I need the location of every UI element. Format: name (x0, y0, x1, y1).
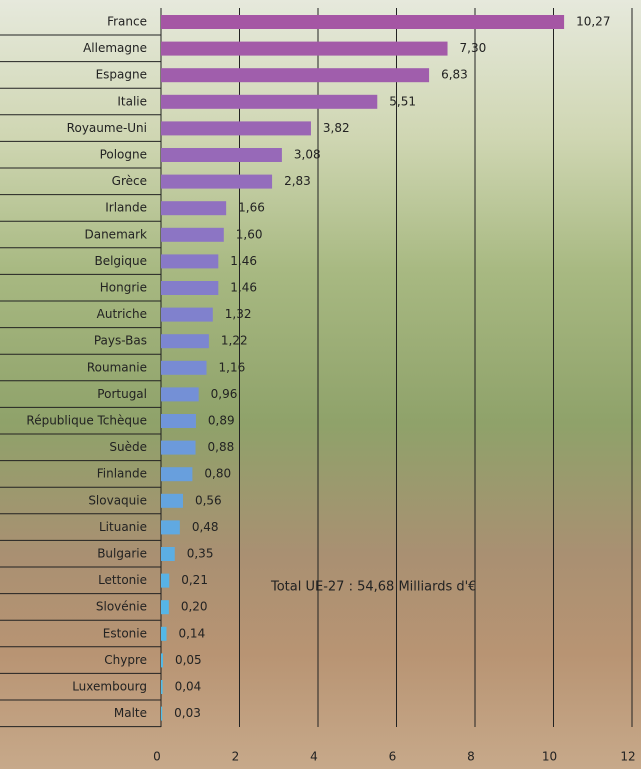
annotation: Total UE-27 : 54,68 Milliards d'€ (270, 580, 476, 595)
category-label: Luxembourg (72, 680, 147, 694)
bar (161, 307, 213, 322)
bar (161, 360, 207, 375)
category-label: Danemark (84, 227, 147, 241)
category-label: Bulgarie (97, 547, 147, 561)
category-label: Allemagne (83, 41, 147, 55)
category-label: Finlande (97, 467, 147, 481)
category-label: Pays-Bas (94, 334, 147, 348)
value-label: 0,14 (178, 626, 205, 640)
value-label: 0,35 (187, 547, 214, 561)
bar (161, 15, 565, 29)
value-label: 1,66 (238, 201, 265, 215)
bar (161, 414, 196, 428)
value-label: 1,46 (230, 281, 257, 295)
bar (161, 573, 170, 588)
category-label: Suède (109, 440, 147, 454)
bar (161, 227, 224, 242)
bar (161, 653, 163, 668)
value-label: 0,03 (174, 706, 201, 720)
bar (161, 600, 169, 615)
value-label: 1,32 (225, 307, 252, 321)
category-label: Lettonie (98, 573, 147, 587)
category-label: Slovaquie (88, 493, 147, 507)
category-label: Roumanie (87, 360, 147, 374)
bar (161, 706, 163, 721)
category-label: Irlande (105, 201, 147, 215)
category-label: Hongrie (100, 281, 147, 295)
category-label: Malte (114, 706, 147, 720)
category-label: Espagne (96, 68, 147, 82)
value-label: 7,30 (460, 41, 487, 55)
category-label: Belgique (94, 254, 147, 268)
value-label: 3,08 (294, 148, 321, 162)
value-label: 1,46 (230, 254, 257, 268)
bar (161, 626, 167, 641)
x-tick-label: 10 (542, 750, 557, 764)
x-tick-label: 0 (153, 750, 161, 764)
bar (161, 254, 219, 269)
category-label: Grèce (112, 174, 147, 188)
bar (161, 467, 193, 482)
bar (161, 547, 175, 561)
bar (161, 94, 378, 109)
bar (161, 520, 180, 535)
category-label: France (107, 15, 147, 29)
category-label: Lituanie (99, 520, 147, 534)
value-label: 6,83 (441, 68, 468, 82)
x-tick-label: 12 (620, 750, 635, 764)
bar (161, 281, 219, 295)
value-label: 0,20 (181, 600, 208, 614)
x-tick-label: 6 (389, 750, 397, 764)
value-label: 3,82 (323, 121, 350, 135)
x-tick-label: 4 (310, 750, 318, 764)
category-label: Pologne (100, 148, 147, 162)
value-label: 1,60 (236, 227, 263, 241)
category-label: Italie (117, 94, 147, 108)
bar (161, 174, 273, 189)
value-label: 0,56 (195, 493, 222, 507)
value-label: 0,89 (208, 414, 235, 428)
value-label: 0,88 (208, 440, 235, 454)
x-tick-label: 2 (232, 750, 240, 764)
value-label: 0,80 (204, 467, 231, 481)
value-label: 0,05 (175, 653, 202, 667)
category-label: République Tchèque (26, 414, 147, 428)
category-label: Portugal (97, 387, 147, 401)
bar (161, 334, 209, 349)
bar (161, 680, 163, 694)
bar (161, 41, 448, 56)
value-label: 0,48 (192, 520, 219, 534)
category-label: Royaume-Uni (67, 121, 147, 135)
bar (161, 440, 196, 455)
value-label: 1,16 (219, 360, 246, 374)
bar (161, 201, 227, 216)
category-label: Slovénie (96, 600, 147, 614)
value-label: 5,51 (389, 94, 416, 108)
value-label: 0,04 (175, 680, 202, 694)
bar (161, 387, 199, 402)
category-label: Autriche (97, 307, 147, 321)
bar (161, 493, 183, 508)
value-label: 0,21 (181, 573, 208, 587)
value-label: 2,83 (284, 174, 311, 188)
category-label: Chypre (104, 653, 147, 667)
bar (161, 68, 430, 83)
value-label: 10,27 (576, 15, 610, 29)
bar (161, 121, 311, 136)
value-label: 0,96 (211, 387, 238, 401)
bar (161, 148, 282, 162)
x-tick-label: 8 (467, 750, 475, 764)
value-label: 1,22 (221, 334, 248, 348)
category-label: Estonie (103, 626, 147, 640)
